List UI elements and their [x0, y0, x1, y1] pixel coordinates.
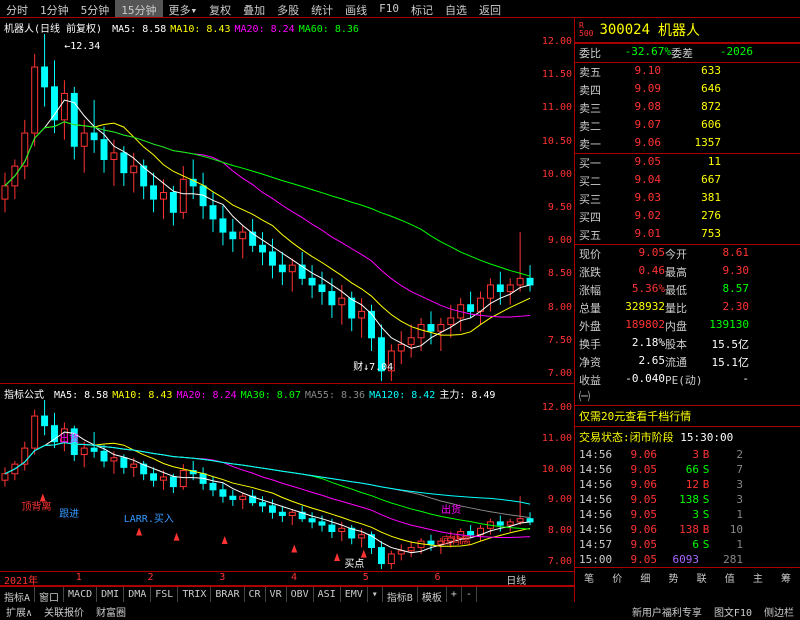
- bid-row: 买五9.01753: [575, 226, 800, 244]
- ask-row: 卖一9.061357: [575, 135, 800, 153]
- side-tab[interactable]: 值: [716, 568, 744, 585]
- top-toolbar: 分时1分钟5分钟15分钟更多▾复权叠加多股统计画线F10标记自选返回: [0, 0, 800, 18]
- indicator-tab[interactable]: FSL: [151, 587, 178, 602]
- promo-text[interactable]: 仅需20元查看千档行情: [575, 405, 800, 426]
- main-chart[interactable]: 机器人(日线 前复权) MA5: 8.58MA10: 8.43MA20: 8.2…: [0, 18, 574, 384]
- bottom-tab[interactable]: 关联报价: [38, 602, 90, 618]
- ask-row: 卖五9.10633: [575, 63, 800, 81]
- quote-row: 净资2.65流通15.1亿: [575, 353, 800, 371]
- indicator-tab[interactable]: ▾: [368, 587, 383, 602]
- trade-status: 交易状态:闭市阶段 15:30:00: [575, 426, 800, 447]
- side-tab[interactable]: 联: [688, 568, 716, 585]
- indicator-tab[interactable]: TRIX: [178, 587, 211, 602]
- period-tab[interactable]: 多股: [271, 0, 305, 17]
- timeline-axis: 2021年123456日线: [0, 572, 574, 586]
- trade-tick: 14:569.0612B3: [575, 477, 800, 492]
- ask-row: 卖四9.09646: [575, 81, 800, 99]
- bid-row: 买一9.0511: [575, 154, 800, 172]
- trade-tick: 14:569.053S1: [575, 507, 800, 522]
- indicator-tab[interactable]: 窗口: [35, 587, 64, 602]
- indicator-tab[interactable]: 模板: [418, 587, 447, 602]
- trade-tick: 14:579.056S1: [575, 537, 800, 552]
- indicator-tabs: 指标A窗口MACDDMIDMAFSLTRIXBRARCRVROBVASIEMV▾…: [0, 586, 574, 602]
- side-tab[interactable]: 细: [631, 568, 659, 585]
- bottom-bar: 扩展∧关联报价财富圈 新用户福利专享图文F10侧边栏: [0, 602, 800, 618]
- period-tab[interactable]: 5分钟: [75, 0, 116, 17]
- bid-row: 买四9.02276: [575, 208, 800, 226]
- indicator-tab[interactable]: BRAR: [211, 587, 244, 602]
- period-tab[interactable]: 15分钟: [115, 0, 162, 17]
- period-tab[interactable]: 统计: [305, 0, 339, 17]
- svg-text:←12.34: ←12.34: [64, 41, 100, 52]
- indicator-chart[interactable]: 指标公式 MA5: 8.58MA10: 8.43MA20: 8.24MA30: …: [0, 384, 574, 572]
- indicator-tab[interactable]: MACD: [64, 587, 97, 602]
- period-tab[interactable]: 返回: [473, 0, 507, 17]
- indicator-tab[interactable]: EMV: [341, 587, 368, 602]
- bottom-link[interactable]: 侧边栏: [758, 602, 800, 618]
- period-tab[interactable]: 更多▾: [163, 0, 204, 17]
- indicator-tab[interactable]: DMA: [124, 587, 151, 602]
- indicator-tab[interactable]: +: [447, 587, 462, 602]
- indicator-tab[interactable]: VR: [266, 587, 287, 602]
- ask-row: 卖二9.07606: [575, 117, 800, 135]
- side-tab[interactable]: 主: [744, 568, 772, 585]
- stock-code[interactable]: 300024: [599, 22, 650, 38]
- period-tab[interactable]: 自选: [439, 0, 473, 17]
- indicator-tab[interactable]: DMI: [97, 587, 124, 602]
- indicator-tab[interactable]: -: [462, 587, 477, 602]
- trade-tick: 14:569.0566S7: [575, 462, 800, 477]
- stock-header: R500 300024 机器人: [575, 18, 800, 43]
- trade-tick: 14:569.063B2: [575, 447, 800, 462]
- quote-row: 外盘189802内盘139130: [575, 317, 800, 335]
- quote-row: 收益㈠-0.040PE(动)-: [575, 371, 800, 405]
- quote-panel: R500 300024 机器人 委比-32.67% 委差-2026 卖五9.10…: [575, 18, 800, 602]
- period-tab[interactable]: 1分钟: [34, 0, 75, 17]
- indicator-tab[interactable]: 指标A: [0, 587, 35, 602]
- period-tab[interactable]: 分时: [0, 0, 34, 17]
- side-tab[interactable]: 势: [659, 568, 687, 585]
- period-tab[interactable]: 复权: [203, 0, 237, 17]
- indicator-tab[interactable]: 指标B: [383, 587, 418, 602]
- quote-row: 现价9.05今开8.61: [575, 245, 800, 263]
- commission-ratio: 委比-32.67% 委差-2026: [575, 43, 800, 62]
- indicator-tab[interactable]: OBV: [287, 587, 314, 602]
- period-tab[interactable]: 标记: [405, 0, 439, 17]
- period-tab[interactable]: 叠加: [237, 0, 271, 17]
- bid-row: 买三9.03381: [575, 190, 800, 208]
- svg-text:财↓7.04: 财↓7.04: [353, 360, 393, 373]
- quote-row: 涨跌0.46最高9.30: [575, 263, 800, 281]
- period-tab[interactable]: 画线: [339, 0, 373, 17]
- quote-row: 总量328932量比2.30: [575, 299, 800, 317]
- period-tab[interactable]: F10: [373, 0, 405, 17]
- ask-row: 卖三9.08872: [575, 99, 800, 117]
- side-tab[interactable]: 笔: [575, 568, 603, 585]
- quote-row: 涨幅5.36%最低8.57: [575, 281, 800, 299]
- trade-tick: 14:569.06138B10: [575, 522, 800, 537]
- bid-row: 买二9.04667: [575, 172, 800, 190]
- bottom-tab[interactable]: 扩展∧: [0, 602, 38, 618]
- indicator-tab[interactable]: ASI: [314, 587, 341, 602]
- side-tab[interactable]: 筹: [772, 568, 800, 585]
- stock-name[interactable]: 机器人: [658, 20, 700, 40]
- quote-row: 换手2.18%股本15.5亿: [575, 335, 800, 353]
- bottom-link[interactable]: 新用户福利专享: [626, 602, 708, 618]
- side-tab[interactable]: 价: [603, 568, 631, 585]
- indicator-tab[interactable]: CR: [245, 587, 266, 602]
- bottom-link[interactable]: 图文F10: [708, 602, 758, 618]
- side-tabs: 笔价细势联值主筹: [575, 567, 800, 585]
- bottom-tab[interactable]: 财富圈: [90, 602, 132, 618]
- trade-tick: 14:569.05138S3: [575, 492, 800, 507]
- trade-tick: 15:009.056093281: [575, 552, 800, 567]
